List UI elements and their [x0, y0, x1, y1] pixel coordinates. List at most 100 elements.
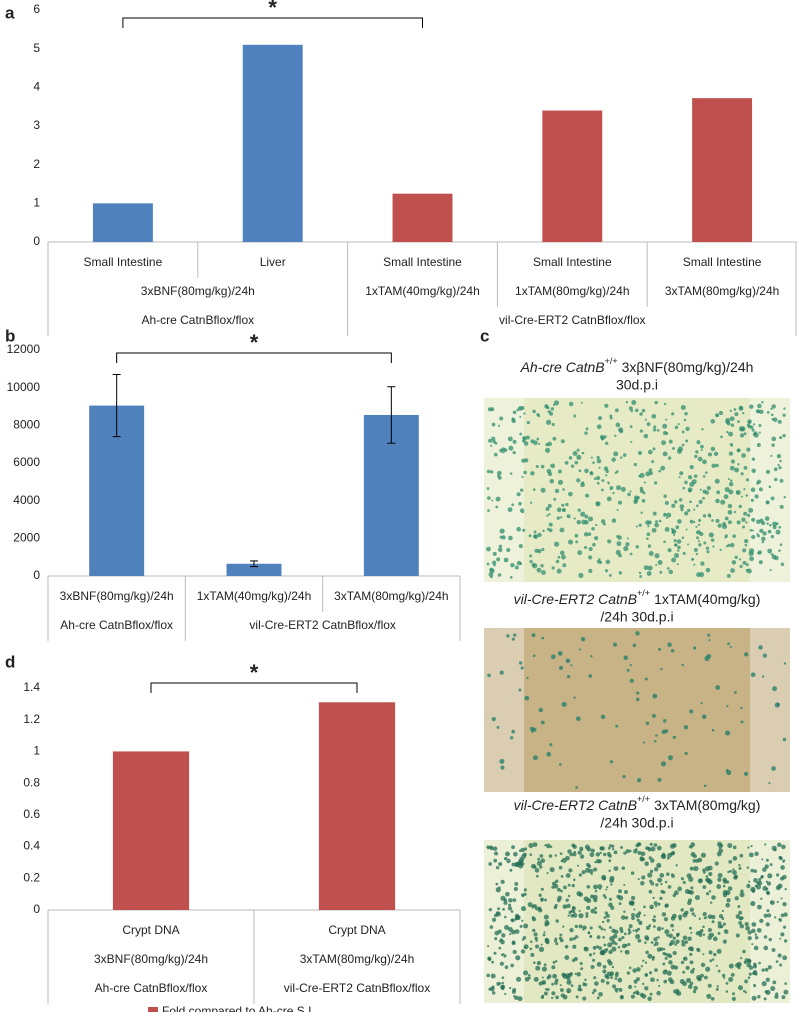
- stain-dot: [681, 663, 685, 667]
- stain-dot: [570, 984, 574, 988]
- stain-dot: [716, 884, 722, 889]
- stain-dot: [587, 864, 592, 869]
- x-category-label: Ah-cre CatnBflox/flox: [95, 981, 208, 995]
- stain-dot: [597, 416, 603, 421]
- stain-dot: [488, 438, 493, 443]
- stain-dot: [682, 486, 686, 490]
- stain-dot: [575, 716, 581, 722]
- stain-dot: [523, 888, 527, 892]
- stain-dot: [564, 460, 569, 465]
- stain-dot: [541, 979, 547, 985]
- stain-dot: [559, 988, 564, 993]
- bar: [92, 203, 153, 242]
- stain-dot: [752, 529, 755, 532]
- stain-dot: [555, 879, 559, 884]
- stain-dot: [707, 452, 713, 457]
- stain-dot: [724, 730, 731, 736]
- stain-dot: [643, 914, 646, 917]
- stain-dot: [503, 557, 509, 563]
- stain-dot: [526, 420, 531, 425]
- stain-dot: [757, 550, 762, 555]
- stain-dot: [711, 728, 715, 732]
- stain-dot: [747, 420, 751, 424]
- stain-dot: [544, 898, 547, 902]
- stain-dot: [532, 488, 536, 491]
- stain-dot: [746, 883, 751, 889]
- stain-dot: [696, 948, 701, 953]
- stain-dot: [717, 877, 722, 882]
- stain-dot: [509, 575, 513, 579]
- stain-dot: [759, 918, 764, 924]
- stain-dot: [673, 539, 677, 543]
- stain-dot: [732, 534, 736, 539]
- stain-dot: [629, 664, 632, 667]
- stain-dot: [570, 464, 575, 468]
- stain-dot: [638, 523, 642, 527]
- stain-dot: [491, 991, 496, 995]
- stain-dot: [616, 508, 619, 512]
- stain-dot: [649, 869, 654, 874]
- stain-dot: [709, 959, 713, 963]
- stain-dot: [704, 866, 710, 872]
- stain-dot: [595, 858, 601, 864]
- stain-dot: [645, 936, 650, 941]
- stain-dot: [540, 464, 545, 469]
- stain-dot: [738, 916, 743, 921]
- stain-dot: [599, 560, 603, 564]
- x-category-label: Small Intestine: [84, 255, 163, 269]
- stain-dot: [508, 445, 514, 451]
- stain-dot: [770, 985, 776, 992]
- stain-dot: [572, 451, 578, 456]
- stain-dot: [593, 988, 597, 993]
- stain-dot: [754, 494, 759, 499]
- stain-dot: [598, 887, 602, 890]
- stain-dot: [659, 570, 663, 574]
- stain-dot: [630, 912, 635, 917]
- stain-dot: [545, 442, 549, 447]
- stain-dot: [644, 973, 649, 977]
- stain-dot: [751, 922, 757, 927]
- stain-dot: [745, 563, 749, 567]
- stain-dot: [712, 545, 715, 548]
- stain-dot: [744, 543, 748, 547]
- stain-dot: [643, 481, 647, 484]
- stain-dot: [533, 976, 539, 982]
- stain-dot: [512, 987, 517, 992]
- stain-dot: [761, 858, 764, 861]
- stain-dot: [495, 887, 501, 893]
- error-bar: [250, 560, 258, 568]
- stain-dot: [744, 652, 749, 657]
- stain-dot: [680, 960, 685, 965]
- stain-dot: [762, 867, 767, 872]
- stain-dot: [738, 866, 742, 870]
- stain-dot: [629, 552, 633, 556]
- stain-dot: [729, 869, 732, 873]
- stain-dot: [540, 887, 544, 891]
- stain-dot: [562, 904, 568, 909]
- stain-dot: [727, 886, 733, 891]
- stain-dot: [727, 510, 733, 515]
- stain-dot: [560, 439, 565, 444]
- stain-dot: [710, 538, 715, 542]
- stain-dot: [534, 936, 539, 941]
- y-tick-label: 6000: [13, 455, 40, 469]
- stain-dot: [521, 475, 524, 479]
- stain-dot: [663, 402, 667, 406]
- stain-dot: [674, 500, 678, 504]
- stain-dot: [600, 714, 606, 720]
- stain-dot: [758, 878, 762, 882]
- stain-dot: [674, 943, 678, 946]
- stain-dot: [568, 491, 573, 497]
- stain-dot: [491, 422, 496, 427]
- stain-dot: [546, 843, 551, 849]
- stain-dot: [752, 432, 757, 436]
- stain-dot: [642, 959, 645, 962]
- stain-dot: [767, 529, 772, 534]
- stain-dot: [715, 498, 720, 504]
- stain-dot: [660, 465, 666, 471]
- stain-dot: [615, 724, 619, 728]
- stain-dot: [531, 633, 536, 638]
- stain-dot: [538, 442, 541, 445]
- stain-dot: [605, 441, 609, 445]
- x-category-label: 1xTAM(40mg/kg)/24h: [197, 589, 312, 603]
